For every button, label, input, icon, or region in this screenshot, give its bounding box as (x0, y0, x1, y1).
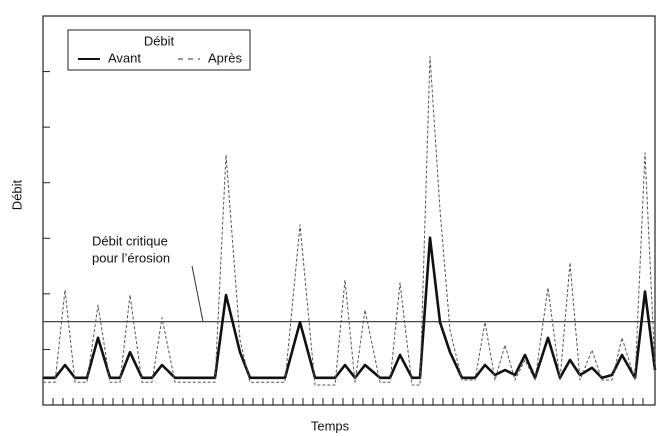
plot-frame (42, 15, 656, 406)
threshold-label: pour l’érosion (92, 250, 170, 265)
y-axis-label: Débit (9, 179, 24, 210)
series-line (43, 56, 656, 386)
legend-label: Avant (108, 50, 141, 65)
x-axis-label: Temps (311, 418, 350, 433)
legend-label: Après (208, 50, 242, 65)
threshold-label: Débit critique (92, 233, 168, 248)
annotation-pointer (191, 265, 204, 322)
legend-box (67, 29, 251, 71)
legend-title: Débit (144, 33, 175, 48)
